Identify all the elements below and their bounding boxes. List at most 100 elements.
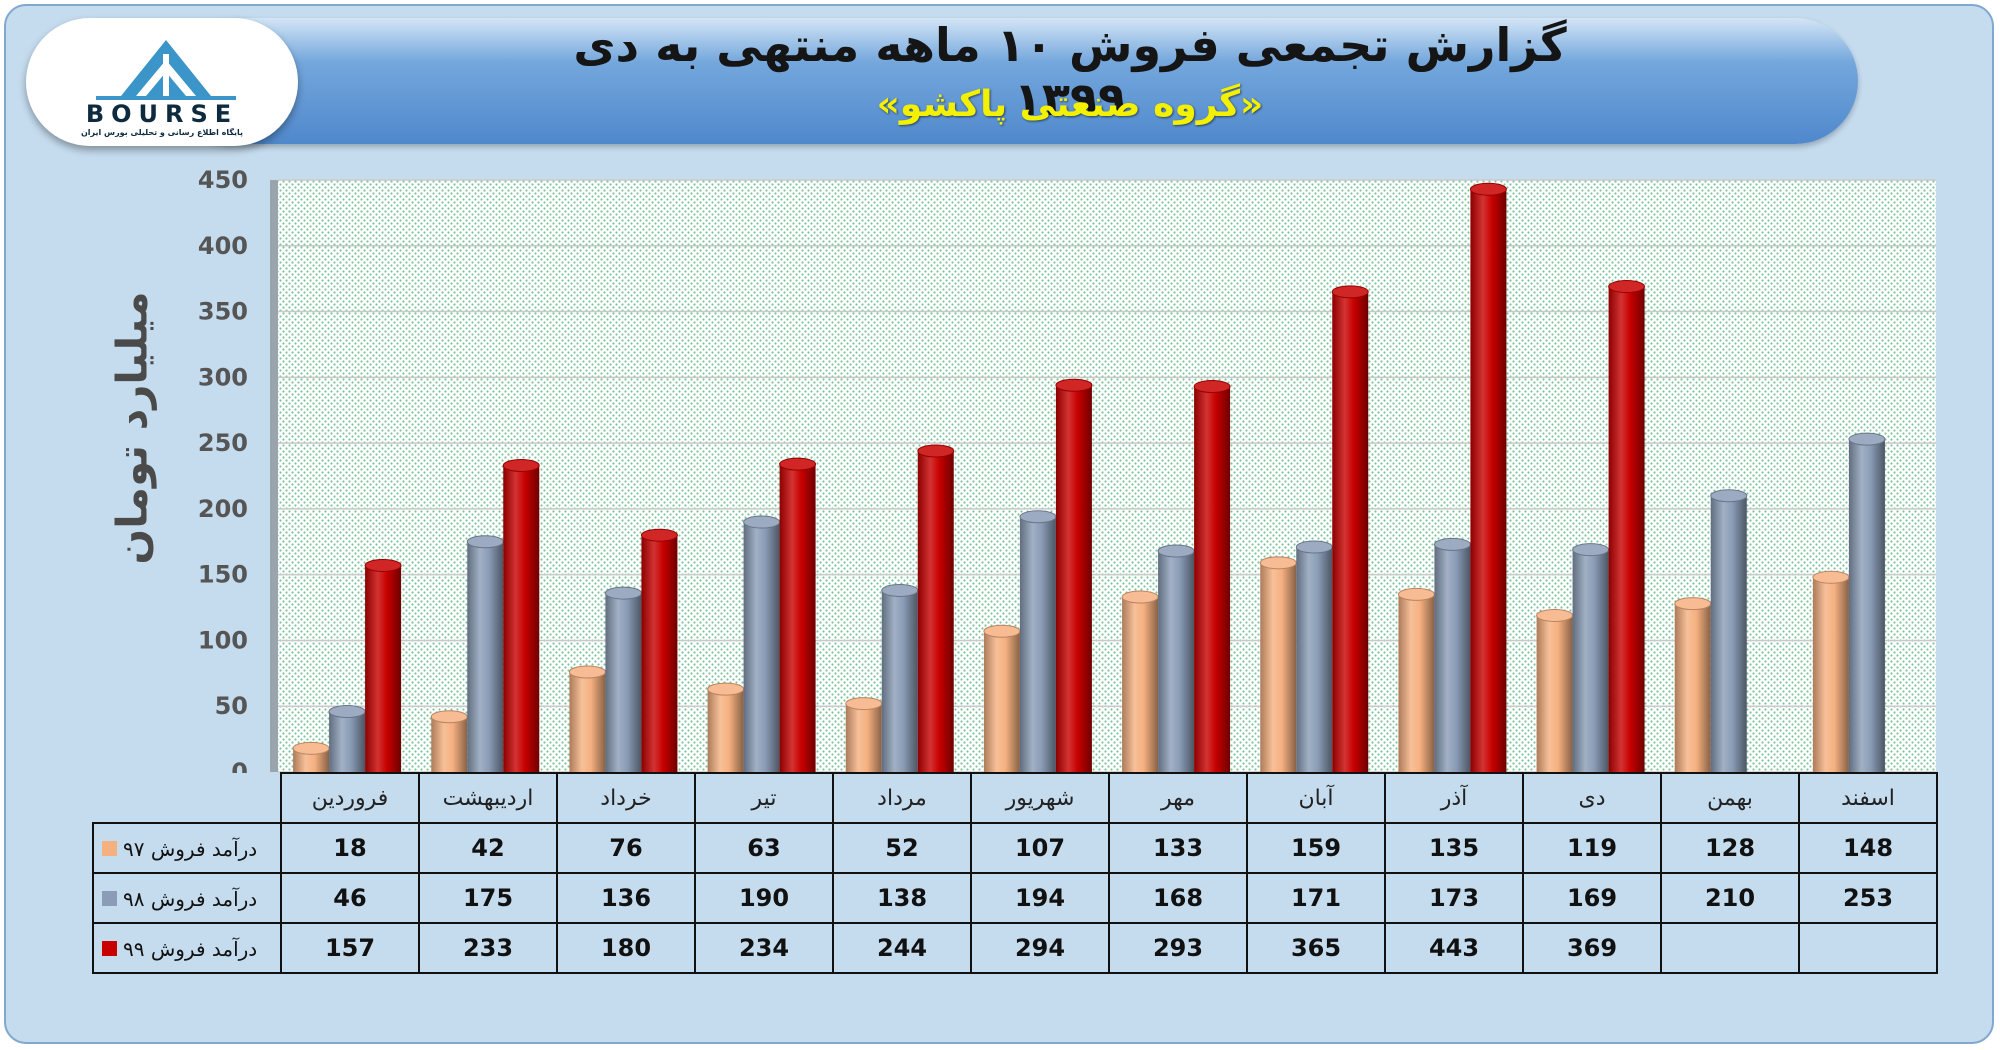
bar [1674,597,1712,772]
data-label: 175 [418,872,558,924]
bar [430,710,468,772]
legend-label: درآمد فروش ۹۹ [123,936,258,961]
data-label: 107 [970,822,1110,874]
bourse-logo: BOURSE پایگاه اطلاع رسانی و تحلیلی بورس … [26,18,298,146]
data-label: 46 [280,872,420,924]
bar [1572,543,1610,772]
bar [640,528,678,772]
table-row: درآمد فروش ۹۹ 157 233 180 234 244 294 293 365 443… [92,922,1938,974]
bar [502,458,540,772]
bar [1469,182,1507,773]
bar [1019,510,1057,772]
bar [1157,544,1195,772]
month-label: شهریور [970,772,1110,824]
bar [743,515,781,772]
plot-side-wall [270,180,278,772]
data-label: 133 [1108,822,1248,874]
title-banner [170,18,1858,144]
data-label: 234 [694,922,834,974]
legend-entry: درآمد فروش ۹۹ [92,922,282,974]
bar [1193,380,1231,772]
y-tick-label: 400 [198,232,248,260]
bar [1536,608,1574,772]
report-title: گزارش تجمعی فروش ۱۰ ماهه منتهی به دی ۱۳۹… [573,18,1567,126]
y-tick-label: 350 [198,298,248,326]
bar [917,444,955,772]
data-table: فروردین اردیبهشت خرداد تیر مرداد شهریور مهر آبا… [92,772,1938,974]
y-tick-label: 450 [198,166,248,194]
month-label: مرداد [832,772,972,824]
y-tick-label: 100 [198,626,248,654]
data-label: 253 [1798,872,1938,924]
data-label [1798,922,1938,974]
month-label: مهر [1108,772,1248,824]
data-label: 135 [1384,822,1524,874]
data-label: 52 [832,822,972,874]
y-tick-label: 250 [198,429,248,457]
data-label: 63 [694,822,834,874]
bar [1608,280,1646,772]
data-label: 294 [970,922,1110,974]
data-label: 128 [1660,822,1800,874]
bar [845,697,883,772]
y-tick-label: 200 [198,495,248,523]
bar [983,624,1021,772]
bar [466,535,504,772]
bar [364,558,402,772]
month-label: اسفند [1798,772,1938,824]
bar [1433,537,1471,772]
logo-tagline: پایگاه اطلاع رسانی و تحلیلی بورس ایران [80,128,244,137]
month-label: خرداد [556,772,696,824]
bar [292,741,330,772]
bar [707,682,745,772]
data-label [1660,922,1800,974]
data-label: 369 [1522,922,1662,974]
data-label: 210 [1660,872,1800,924]
legend-swatch [102,941,117,957]
y-tick-label: 150 [198,561,248,589]
table-header-row: فروردین اردیبهشت خرداد تیر مرداد شهریور مهر آبا… [93,772,1938,824]
legend-entry: درآمد فروش ۹۷ [92,822,282,874]
logo-mark-icon [96,40,236,100]
legend-swatch [102,841,117,857]
month-label: تیر [694,772,834,824]
bar [1397,587,1435,772]
month-label: آبان [1246,772,1386,824]
data-label: 148 [1798,822,1938,874]
month-label: دی [1522,772,1662,824]
month-label: بهمن [1660,772,1800,824]
bar [1055,378,1093,772]
bar [568,665,606,772]
data-label: 293 [1108,922,1248,974]
data-label: 42 [418,822,558,874]
y-tick-label: 300 [198,363,248,391]
month-label: اردیبهشت [418,772,558,824]
plot-area [278,180,1936,772]
y-tick-label: 50 [215,692,248,720]
table-row: درآمد فروش ۹۷ 18 42 76 63 52 107 133 159 135 119 12… [92,822,1938,874]
bar [1848,432,1886,772]
data-label: 168 [1108,872,1248,924]
data-label: 180 [556,922,696,974]
data-label: 233 [418,922,558,974]
legend-label: درآمد فروش ۹۷ [123,836,258,861]
bar [1121,590,1159,772]
bar [881,583,919,772]
data-label: 136 [556,872,696,924]
data-label: 244 [832,922,972,974]
data-label: 190 [694,872,834,924]
logo-wordmark: BOURSE [85,100,239,128]
month-label: فروردین [280,772,420,824]
bar [1259,556,1297,772]
table-row: درآمد فروش ۹۸ 46 175 136 190 138 194 168 171 173 1… [92,872,1938,924]
bar [1295,540,1333,772]
data-label: 18 [280,822,420,874]
data-label: 171 [1246,872,1386,924]
report-subtitle: «گروه صنعتی پاکشو» [876,84,1264,125]
data-label: 76 [556,822,696,874]
data-label: 173 [1384,872,1524,924]
legend-swatch [102,891,117,907]
legend-entry: درآمد فروش ۹۸ [92,872,282,924]
bar [1331,285,1369,772]
